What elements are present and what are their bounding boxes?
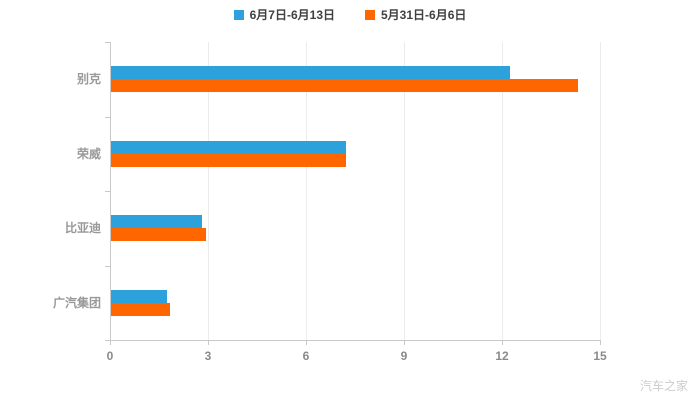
y-axis-tick — [105, 116, 110, 118]
y-axis-line — [110, 42, 111, 341]
category-label-0: 别克 — [76, 72, 101, 87]
x-axis-line — [110, 340, 601, 341]
bar-series1-cat1 — [111, 153, 346, 167]
x-axis-tick — [208, 340, 209, 345]
y-axis-tick — [105, 340, 110, 341]
x-tick-label: 12 — [495, 349, 509, 363]
bar-series0-cat1 — [111, 140, 346, 154]
bar-series0-cat3 — [111, 289, 167, 303]
category-label-2: 比亚迪 — [64, 221, 101, 236]
x-axis-tick — [110, 340, 111, 345]
legend-item-previous-week[interactable]: 5月31日-6月6日 — [365, 9, 466, 21]
gridline — [404, 42, 405, 340]
x-axis-tick — [404, 340, 405, 345]
legend: 6月7日-6月13日 5月31日-6月6日 — [0, 9, 700, 21]
bar-series0-cat0 — [111, 66, 510, 80]
x-tick-label: 3 — [204, 349, 212, 363]
bar-series1-cat3 — [111, 302, 170, 316]
legend-swatch-orange-icon — [365, 10, 375, 20]
x-tick-label: 9 — [400, 349, 408, 363]
x-tick-label: 15 — [593, 349, 607, 363]
y-axis-tick — [105, 191, 110, 192]
gridline — [208, 42, 209, 340]
x-axis-tick — [600, 340, 601, 345]
legend-label-previous-week: 5月31日-6月6日 — [381, 8, 467, 22]
x-tick-label: 0 — [106, 349, 114, 363]
legend-item-current-week[interactable]: 6月7日-6月13日 — [233, 8, 335, 22]
legend-swatch-blue-icon — [233, 10, 244, 20]
watermark: 汽车之家 — [639, 379, 688, 393]
gridline — [306, 42, 307, 340]
legend-label-current-week: 6月7日-6月13日 — [249, 8, 335, 22]
bar-series1-cat2 — [111, 228, 206, 242]
bar-series1-cat0 — [111, 79, 578, 93]
x-axis-tick — [306, 340, 307, 345]
x-axis-tick — [502, 340, 503, 345]
bar-series0-cat2 — [111, 215, 202, 229]
gridline — [502, 42, 503, 340]
category-label-3: 广汽集团 — [52, 295, 101, 310]
y-axis-tick — [105, 265, 110, 267]
category-label-1: 荣威 — [76, 146, 101, 161]
y-axis-tick — [105, 42, 110, 43]
gridline — [600, 42, 601, 340]
x-tick-label: 6 — [302, 349, 310, 363]
